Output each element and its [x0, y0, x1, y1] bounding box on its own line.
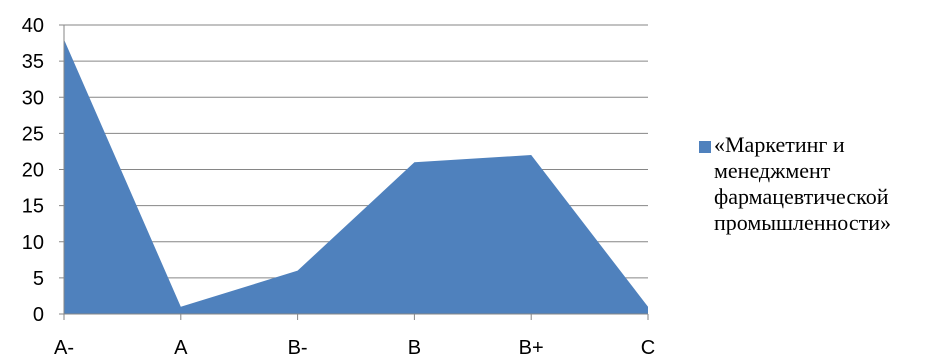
y-tick-label: 35 — [22, 51, 44, 73]
x-tick-label: A — [174, 337, 188, 358]
legend-swatch — [699, 141, 711, 153]
x-tick-label: B- — [288, 337, 308, 358]
y-tick-label: 40 — [22, 15, 44, 37]
x-tick-label: B+ — [519, 337, 544, 358]
y-tick-label: 30 — [22, 87, 44, 109]
x-tick-labels: A- A B- B B+ C — [54, 337, 655, 358]
y-tick-label: 25 — [22, 123, 44, 145]
legend-entry: «Маркетинг и менеджмент фармацевтической… — [714, 132, 891, 235]
x-tick-label: A- — [54, 337, 74, 358]
y-tick-labels: 0 5 10 15 20 25 30 35 40 — [22, 15, 44, 326]
area-fill — [64, 39, 648, 314]
area-series — [64, 39, 648, 314]
x-tick-label: C — [641, 337, 655, 358]
y-tick-label: 15 — [22, 196, 44, 218]
y-tick-label: 0 — [33, 304, 44, 326]
y-tick-label: 5 — [33, 268, 44, 290]
y-tick-label: 10 — [22, 232, 44, 254]
axes — [59, 24, 649, 320]
x-tick-label: B — [408, 337, 421, 358]
grid — [64, 24, 648, 279]
y-tick-label: 20 — [22, 160, 44, 182]
